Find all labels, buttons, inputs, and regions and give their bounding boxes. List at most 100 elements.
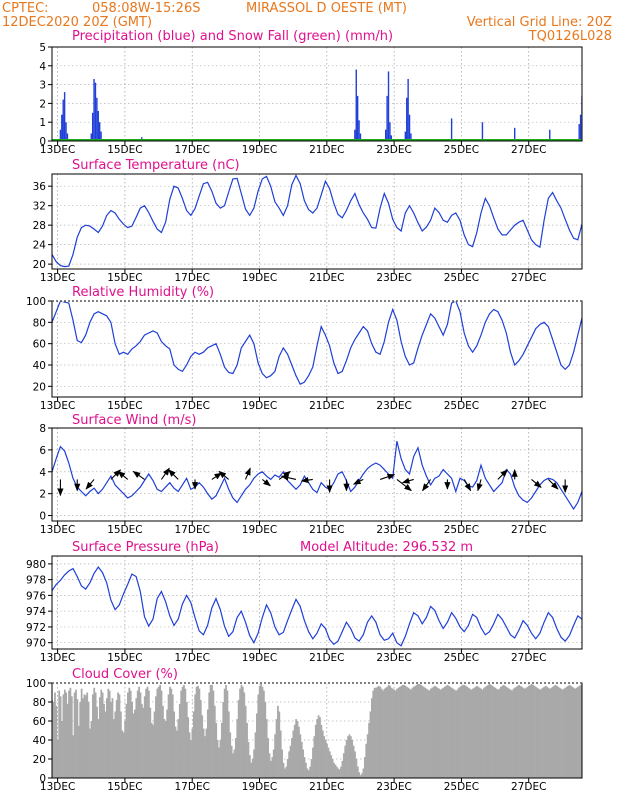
cloud-bar xyxy=(359,775,362,778)
cloud-bar xyxy=(512,688,515,778)
cloud-bar xyxy=(177,719,180,778)
x-tick-label: 21DEC xyxy=(309,524,344,536)
cloud-bar xyxy=(205,728,208,778)
cloud-title: Cloud Cover (%) xyxy=(72,667,178,682)
cloud-bar xyxy=(570,685,572,778)
cloud-bar xyxy=(84,695,87,778)
cloud-bar xyxy=(591,687,593,778)
y-tick-label: 20 xyxy=(33,259,46,271)
wind-vector-arrow xyxy=(422,479,432,492)
x-tick-label: 21DEC xyxy=(309,272,344,284)
cloud-bar xyxy=(399,686,401,778)
cloud-bar xyxy=(469,688,471,778)
cloud-bar xyxy=(331,759,334,778)
cloud-bar xyxy=(502,684,505,778)
cloud-bar xyxy=(270,760,272,778)
cloud-bar xyxy=(485,685,488,778)
cloud-bar xyxy=(77,725,80,778)
cloud-bar xyxy=(464,685,467,778)
cloud-bar xyxy=(289,745,292,778)
pressure-plot xyxy=(52,565,582,647)
x-tick-label: 27DEC xyxy=(511,144,546,156)
cloud-bar xyxy=(206,709,209,778)
precip-bar xyxy=(407,78,409,141)
cloud-bar xyxy=(525,687,527,778)
precip-bar xyxy=(390,135,393,141)
cloud-bar xyxy=(420,684,422,778)
cloud-bar xyxy=(549,688,551,778)
cloud-bar xyxy=(91,694,94,778)
cloud-bar xyxy=(212,690,215,778)
pressure-frame xyxy=(51,555,583,650)
cloud-bar xyxy=(201,715,204,778)
precip-bar xyxy=(63,92,66,141)
cloud-bar xyxy=(462,684,464,778)
cloud-bar xyxy=(302,749,305,778)
wind-vector-arrow xyxy=(211,472,223,480)
x-tick-label: 17DEC xyxy=(175,652,210,664)
cloud-panel: 13DEC 15DEC 17DEC 19DEC 21DEC 23DEC 25DEC 27DEC… xyxy=(26,678,599,793)
cloud-bar xyxy=(564,687,567,778)
cloud-bar xyxy=(227,711,230,778)
cloud-bar xyxy=(565,686,568,778)
cloud-bar xyxy=(392,688,394,778)
x-tick-label: 13DEC xyxy=(40,400,75,412)
y-tick-label: 0 xyxy=(39,511,46,523)
cloud-bar xyxy=(110,702,112,778)
cloud-bar xyxy=(501,685,504,778)
precip-bar xyxy=(385,129,387,141)
cloud-bar xyxy=(171,694,174,778)
cloud-bar xyxy=(232,753,234,778)
precip-bar xyxy=(578,124,580,141)
x-tick-label: 23DEC xyxy=(376,652,411,664)
cloud-bar xyxy=(250,762,253,778)
x-tick-label: 21DEC xyxy=(309,652,344,664)
y-tick-label: 2 xyxy=(39,489,46,501)
x-tick-label: 23DEC xyxy=(376,272,411,284)
wind-vector-arrow xyxy=(261,478,271,487)
cloud-bar xyxy=(380,688,383,778)
wind-vector-arrow xyxy=(547,479,559,490)
cloud-bar xyxy=(368,722,370,778)
cloud-bar xyxy=(393,689,396,778)
cloud-bar xyxy=(477,686,480,778)
cloud-bar xyxy=(134,709,136,778)
cloud-bar xyxy=(571,686,574,778)
wind-vector-arrow xyxy=(168,469,179,480)
cloud-bar xyxy=(415,684,418,778)
cloud-bar xyxy=(404,685,407,778)
y-tick-label: 60 xyxy=(33,339,46,351)
cloud-bar xyxy=(597,687,599,778)
cloud-bar xyxy=(124,721,126,778)
wind-vector-arrow xyxy=(117,470,129,480)
x-tick-label: 17DEC xyxy=(175,272,210,284)
y-tick-label: 80 xyxy=(33,317,46,329)
cloud-bar xyxy=(272,749,275,778)
precip-bar xyxy=(408,114,411,141)
x-tick-label: 25DEC xyxy=(444,400,479,412)
cloud-bar xyxy=(277,705,279,778)
x-tick-label: 13DEC xyxy=(40,144,75,156)
cloud-bar xyxy=(143,696,146,778)
cloud-bar xyxy=(471,688,474,778)
cloud-bar xyxy=(593,686,595,778)
cloud-bar xyxy=(194,694,197,778)
cloud-bar xyxy=(397,687,400,778)
cloud-bar xyxy=(174,726,177,778)
cloud-bar xyxy=(164,721,167,778)
cloud-bar xyxy=(467,687,470,778)
cloud-bar xyxy=(363,757,366,778)
precip-frame xyxy=(51,46,583,142)
cloud-bar xyxy=(271,757,274,778)
cloud-bar xyxy=(170,688,173,778)
cloud-bar xyxy=(453,689,456,778)
header-agency: CPTEC: xyxy=(2,1,49,16)
cloud-bar xyxy=(579,684,582,778)
cloud-bar xyxy=(118,694,121,778)
cloud-bar xyxy=(291,738,293,778)
cloud-bar xyxy=(490,684,492,778)
cloud-bar xyxy=(345,740,348,778)
cloud-bar xyxy=(132,713,135,778)
x-tick-label: 25DEC xyxy=(444,652,479,664)
cloud-bar xyxy=(303,757,306,778)
